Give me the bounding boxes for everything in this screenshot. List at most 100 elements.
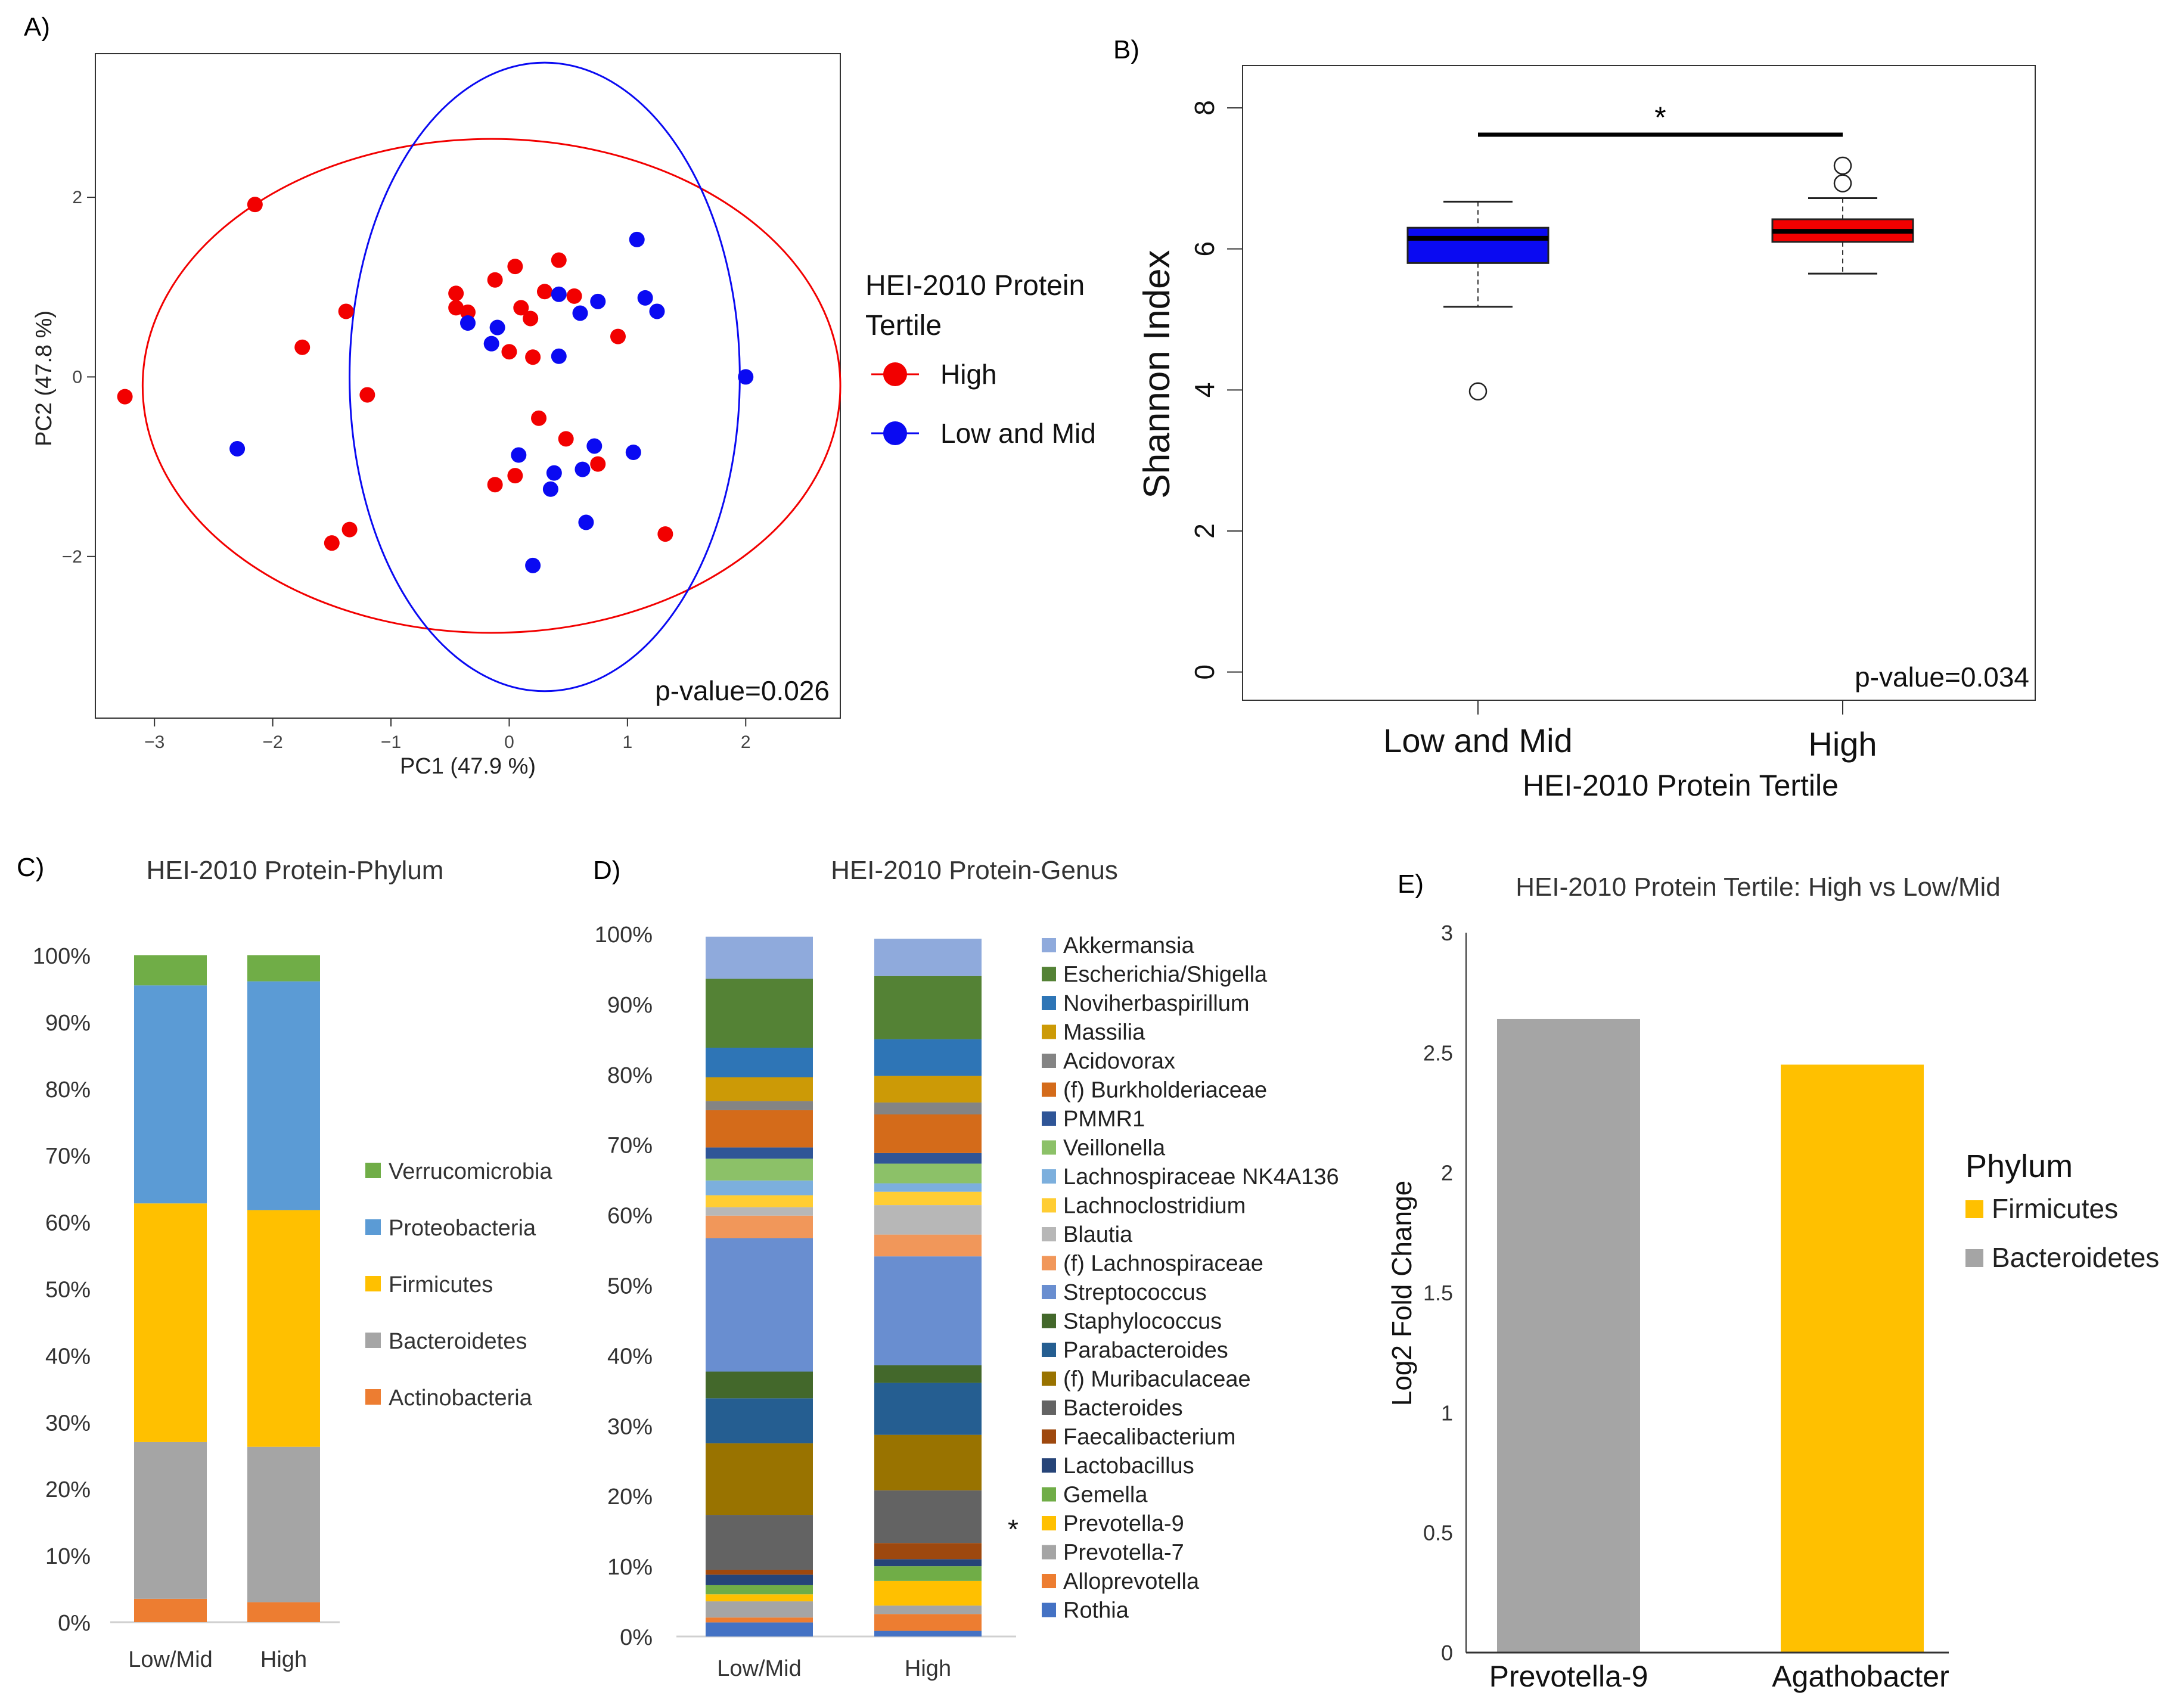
- scatter-point-high: [448, 300, 464, 316]
- bar-segment-prevotella-7: [874, 1605, 982, 1614]
- scatter-point-low-and-mid: [460, 315, 476, 331]
- panel-a-x-axis-label: PC1 (47.9 %): [400, 754, 536, 779]
- scatter-point-high: [341, 521, 358, 538]
- bar-segment-acidovorax: [874, 1102, 982, 1115]
- bar-segment-f-muribaculaceae: [706, 1443, 813, 1516]
- bar-segment-proteobacteria: [247, 981, 320, 1210]
- legend-label: Prevotella-7: [1063, 1541, 1184, 1566]
- panel-b-plot-frame: [1242, 65, 2036, 701]
- scatter-point-low-and-mid: [229, 440, 246, 456]
- scatter-point-low-and-mid: [546, 465, 562, 481]
- x-tick-label: Low/Mid: [717, 1656, 802, 1681]
- scatter-point-high: [531, 410, 547, 426]
- scatter-point-high: [247, 197, 263, 213]
- bar-segment-f-burkholderiaceae: [874, 1114, 982, 1153]
- scatter-point-low-and-mid: [551, 348, 567, 364]
- scatter-point-high: [487, 477, 503, 493]
- legend-swatch: [1042, 1487, 1056, 1502]
- bar-segment-lachnoclostridium: [706, 1195, 813, 1207]
- y-tick-label: 40%: [45, 1344, 91, 1369]
- panel-e-title: HEI-2010 Protein Tertile: High vs Low/Mi…: [1516, 872, 2001, 902]
- scatter-point-high: [558, 431, 574, 447]
- scatter-point-high: [513, 300, 529, 316]
- legend-label: Staphylococcus: [1063, 1309, 1222, 1334]
- panel-a-y-axis-label: PC2 (47.8 %): [32, 310, 57, 446]
- bar-segment-acidovorax: [706, 1101, 813, 1110]
- bar-segment-streptococcus: [874, 1256, 982, 1365]
- legend-swatch: [1965, 1249, 1983, 1267]
- y-tick-label: 2: [1189, 523, 1220, 539]
- y-tick-label: 4: [1189, 383, 1220, 398]
- significance-star: *: [1654, 101, 1666, 134]
- panel-a-p-value: p-value=0.026: [655, 675, 830, 706]
- legend-label: Massilia: [1063, 1020, 1145, 1045]
- legend-label: Parabacteroides: [1063, 1338, 1228, 1363]
- panel-e-label: E): [1398, 869, 1424, 899]
- y-tick-label: 0%: [620, 1625, 653, 1650]
- legend-label: Noviherbaspirillum: [1063, 991, 1250, 1016]
- scatter-point-high: [294, 339, 310, 355]
- bar-segment-bacteroides: [874, 1490, 982, 1544]
- legend-label: Bacteroides: [1063, 1396, 1183, 1421]
- legend-label: Faecalibacterium: [1063, 1425, 1235, 1450]
- legend-label: Verrucomicrobia: [389, 1159, 552, 1184]
- bar-segment-alloprevotella: [706, 1617, 813, 1623]
- scatter-point-low-and-mid: [489, 319, 505, 336]
- legend-label: Alloprevotella: [1063, 1569, 1200, 1594]
- legend-swatch: [1042, 1429, 1056, 1444]
- x-tick-label: Agathobacter: [1772, 1660, 1949, 1693]
- legend-label: (f) Lachnospiraceae: [1063, 1252, 1263, 1277]
- y-tick-label: 1.5: [1423, 1281, 1453, 1305]
- y-tick-label: 10%: [607, 1555, 653, 1580]
- bar-prevotella-9: [1497, 1018, 1640, 1653]
- scatter-point-high: [566, 288, 582, 304]
- bar-segment-veillonella: [874, 1163, 982, 1184]
- legend-label: Lachnospiraceae NK4A136: [1063, 1164, 1339, 1190]
- scatter-point-low-and-mid: [590, 293, 606, 309]
- legend-swatch: [1042, 996, 1056, 1010]
- legend-swatch: [1965, 1200, 1983, 1218]
- y-tick-label: 1: [1441, 1400, 1453, 1425]
- y-tick-label: 80%: [45, 1077, 91, 1103]
- legend-swatch: [1042, 1169, 1056, 1184]
- scatter-point-low-and-mid: [637, 290, 653, 306]
- y-tick-label: 90%: [45, 1011, 91, 1036]
- legend-label: Blautia: [1063, 1222, 1133, 1247]
- y-tick-label: 60%: [607, 1204, 653, 1229]
- legend-swatch: [1042, 1458, 1056, 1473]
- legend-swatch: [1042, 1516, 1056, 1530]
- scatter-point-low-and-mid: [586, 438, 603, 454]
- scatter-point-high: [359, 387, 375, 403]
- legend-swatch: [1042, 1285, 1056, 1299]
- scatter-point-high: [525, 349, 541, 365]
- legend-label: Akkermansia: [1063, 933, 1194, 958]
- box-low-and-mid: [1406, 200, 1549, 400]
- bar-segment-lachnoclostridium: [874, 1191, 982, 1206]
- legend-label: Firmicutes: [389, 1272, 493, 1297]
- panel-b-x-axis-label: HEI-2010 Protein Tertile: [1523, 769, 1839, 802]
- bar-segment-blautia: [874, 1205, 982, 1235]
- scatter-point-high: [448, 285, 464, 302]
- x-tick-label: High: [260, 1647, 307, 1672]
- legend-label: Escherichia/Shigella: [1063, 962, 1268, 987]
- bar-segment-alloprevotella: [874, 1614, 982, 1631]
- legend-label: Lachnoclostridium: [1063, 1194, 1246, 1219]
- x-tick-label: Low and Mid: [1383, 722, 1573, 759]
- x-tick-label: 0: [504, 732, 514, 752]
- legend-swatch: [1042, 1545, 1056, 1560]
- legend-label: Gemella: [1063, 1483, 1148, 1508]
- bar-segment-parabacteroides: [874, 1383, 982, 1435]
- confidence-ellipse-high: [141, 138, 841, 634]
- legend-swatch: [1042, 1343, 1056, 1357]
- y-tick-label: 8: [1189, 100, 1220, 116]
- panel-a-label: A): [24, 13, 50, 42]
- bar-agathobacter: [1781, 1064, 1924, 1653]
- scatter-point-high: [507, 468, 523, 484]
- scatter-point-low-and-mid: [551, 286, 567, 302]
- y-tick-label: 40%: [607, 1344, 653, 1369]
- bar-segment-actinobacteria: [247, 1602, 320, 1622]
- y-tick-label: 70%: [607, 1134, 653, 1159]
- x-tick-label: −1: [381, 732, 401, 752]
- scatter-point-high: [460, 304, 476, 320]
- bar-segment-prevotella-9: [706, 1594, 813, 1602]
